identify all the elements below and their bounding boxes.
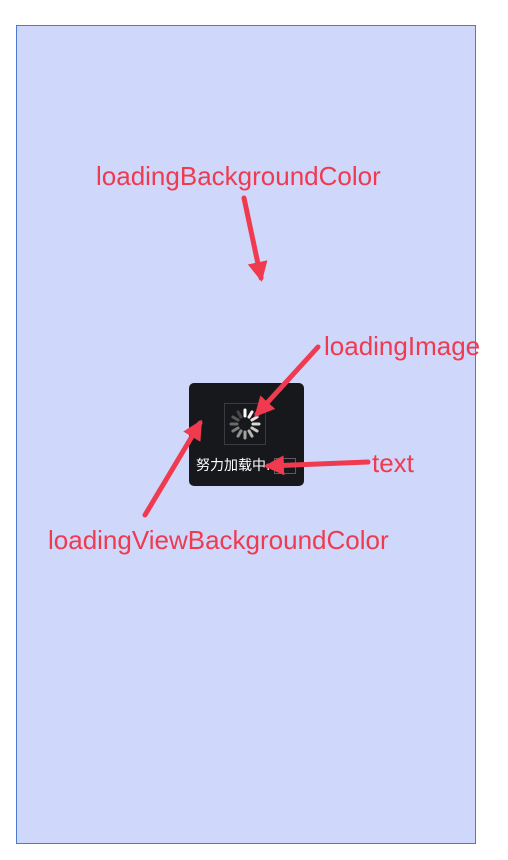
annotation-text: text xyxy=(372,448,414,478)
annotation-loading-image: loadingImage xyxy=(324,331,481,361)
loading-image xyxy=(224,403,266,445)
arrow-to-screen xyxy=(241,195,268,282)
arrow-to-loading-view xyxy=(142,419,203,518)
arrow-to-text xyxy=(264,455,371,476)
arrow-to-loading-image xyxy=(254,344,321,417)
annotation-loading-view-background-color: loadingViewBackgroundColor xyxy=(48,525,389,555)
spinner-icon xyxy=(229,408,261,440)
loading-text: 努力加载中... xyxy=(196,458,280,474)
annotation-loading-background-color: loadingBackgroundColor xyxy=(96,161,381,191)
